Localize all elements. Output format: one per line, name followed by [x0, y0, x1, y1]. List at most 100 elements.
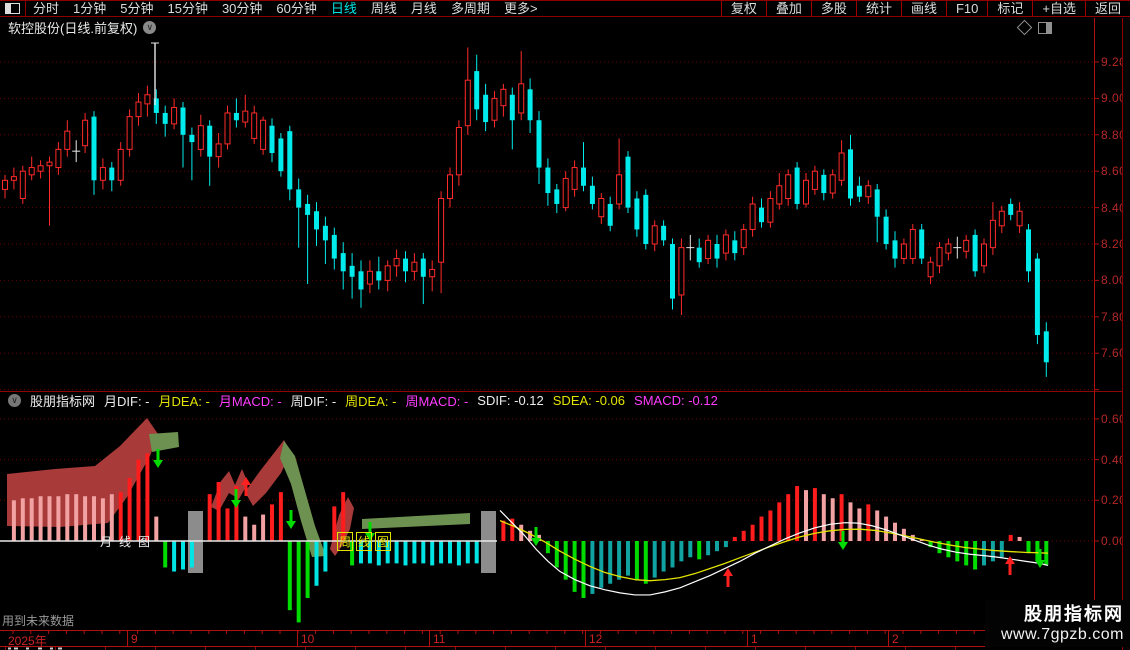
down-candle — [91, 116, 97, 181]
up-candle — [651, 225, 658, 245]
down-candle — [661, 225, 667, 241]
clipped-text-fragment — [26, 647, 29, 650]
right-edge-strip — [1122, 18, 1130, 650]
down-candle — [483, 94, 489, 123]
down-candle — [180, 107, 186, 135]
up-candle — [117, 148, 124, 181]
indicator-bar — [29, 498, 34, 541]
tab-更多>[interactable]: 更多> — [503, 1, 538, 16]
clipped-text-fragment — [50, 647, 53, 650]
macd-bar — [679, 541, 684, 562]
year-label: 2025年 — [8, 634, 47, 648]
macd-bar — [955, 541, 960, 562]
indicator-source-label: 股朋指标网 — [30, 394, 96, 409]
up-candle — [776, 185, 783, 205]
button-+自选[interactable]: +自选 — [1032, 1, 1085, 16]
indicator-bar — [332, 506, 337, 541]
button-返回[interactable]: 返回 — [1084, 1, 1130, 16]
macd-bar — [1035, 541, 1040, 562]
dea-line — [499, 520, 1049, 582]
indicator-bar — [430, 541, 435, 566]
button-叠加[interactable]: 叠加 — [765, 1, 811, 16]
down-candle — [892, 240, 898, 259]
macd-bar — [1008, 534, 1013, 541]
up-candle — [927, 261, 934, 278]
macd-bar — [723, 541, 728, 548]
indicator-bar — [47, 496, 52, 541]
button-标记[interactable]: 标记 — [987, 1, 1032, 16]
indicator-bar — [145, 453, 150, 541]
down-candle — [314, 211, 319, 230]
up-candle — [945, 243, 952, 254]
tab-日线[interactable]: 日线 — [330, 1, 357, 16]
macd-bar — [537, 534, 541, 541]
up-candle — [865, 185, 872, 198]
up-candle — [2, 179, 8, 190]
down-candle — [545, 167, 551, 194]
macd-bar — [608, 541, 613, 584]
up-candle — [678, 247, 685, 296]
ribbon — [211, 469, 248, 511]
indicator-bar — [278, 492, 283, 541]
macd-bar — [857, 508, 862, 541]
split-view-icon[interactable] — [1038, 21, 1052, 34]
tab-60分钟[interactable]: 60分钟 — [276, 1, 317, 16]
macd-bar — [786, 494, 791, 541]
button-统计[interactable]: 统计 — [855, 1, 901, 16]
macd-bar — [741, 530, 746, 541]
up-candle — [900, 243, 907, 260]
indicator-bar — [83, 496, 88, 541]
tab-1分钟[interactable]: 1分钟 — [73, 1, 107, 16]
tab-分时[interactable]: 分时 — [33, 1, 60, 16]
down-candle — [331, 234, 337, 259]
macd-bar — [545, 541, 550, 554]
indicator-bar — [421, 541, 426, 564]
watermark: 股朋指标网 www.7gpzb.com — [985, 600, 1130, 647]
indicator-bar — [65, 494, 70, 541]
indicator-bar — [474, 541, 479, 564]
indicator-bar — [448, 541, 452, 564]
tab-15分钟[interactable]: 15分钟 — [167, 1, 208, 16]
macd-bar — [652, 541, 657, 578]
down-candle — [207, 125, 213, 157]
up-candle — [981, 243, 987, 267]
macd-bar — [750, 524, 755, 541]
up-candle — [242, 110, 249, 123]
tab-30分钟[interactable]: 30分钟 — [221, 1, 263, 16]
indicator-value: 月DEA: - — [158, 394, 210, 409]
up-candle — [722, 234, 729, 254]
down-candle — [509, 94, 515, 121]
up-candle — [909, 228, 916, 260]
button-复权[interactable]: 复权 — [720, 1, 766, 16]
up-candle — [464, 79, 471, 127]
indicator-collapse-icon[interactable]: ∨ — [8, 394, 21, 407]
button-多股[interactable]: 多股 — [810, 1, 856, 16]
down-arrow — [231, 500, 241, 508]
indicator-bar — [109, 494, 114, 541]
up-candle — [616, 174, 623, 205]
tab-5分钟[interactable]: 5分钟 — [120, 1, 154, 16]
up-candle — [260, 119, 267, 150]
up-candle — [998, 210, 1005, 227]
down-candle — [474, 71, 480, 110]
macd-bar — [581, 541, 586, 598]
clipped-text-fragment — [58, 647, 62, 650]
up-candle — [767, 198, 774, 223]
indicator-bar — [207, 494, 212, 541]
button-画线[interactable]: 画线 — [900, 1, 946, 16]
up-arrow — [723, 568, 733, 576]
macd-bar — [982, 541, 986, 566]
down-arrow — [838, 542, 848, 550]
indicator-bar — [38, 496, 43, 541]
button-F10[interactable]: F10 — [945, 1, 987, 16]
macd-bar — [528, 530, 533, 541]
indicator-bar — [92, 496, 96, 541]
window-icon-box[interactable] — [0, 1, 26, 16]
tab-月线[interactable]: 月线 — [410, 1, 437, 16]
tab-多周期[interactable]: 多周期 — [450, 1, 490, 16]
tab-周线[interactable]: 周线 — [370, 1, 397, 16]
clipped-text-fragment — [38, 647, 42, 650]
title-dropdown-icon[interactable]: ∨ — [143, 21, 157, 34]
indicator-bar — [376, 541, 381, 566]
macd-bar — [768, 510, 773, 541]
